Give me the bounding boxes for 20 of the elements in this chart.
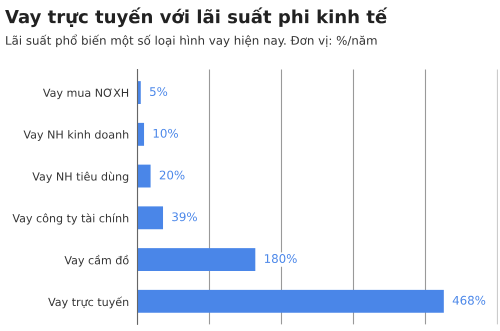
y-tick-label: Vay mua NƠXH	[42, 88, 128, 100]
bar	[138, 81, 141, 104]
bar	[138, 248, 256, 272]
data-label: 39%	[172, 212, 197, 222]
bar	[138, 164, 151, 188]
y-tick-label: Vay công ty tài chính	[12, 213, 128, 225]
data-label: 180%	[264, 254, 297, 263]
bar	[138, 290, 444, 313]
chart-title: Vay trực tuyến với lãi suất phi kinh tế	[5, 7, 388, 28]
y-tick-label: Vay cầm đồ	[64, 254, 129, 267]
y-tick-label: Vay NH tiêu dùng	[32, 172, 128, 183]
chart-subtitle: Lãi suất phổ biến một số loại hình vay hiện nay. Đơn vị: %/năm	[6, 34, 377, 48]
data-label: 468%	[452, 296, 486, 305]
bar	[138, 122, 144, 146]
data-label: 10%	[154, 128, 178, 138]
data-label: 20%	[160, 170, 185, 180]
data-label: 5%	[150, 87, 168, 96]
y-tick-label: Vay NH kinh doanh	[24, 130, 128, 141]
y-tick-label: Vay trực tuyến	[48, 296, 128, 308]
bar	[138, 206, 164, 230]
